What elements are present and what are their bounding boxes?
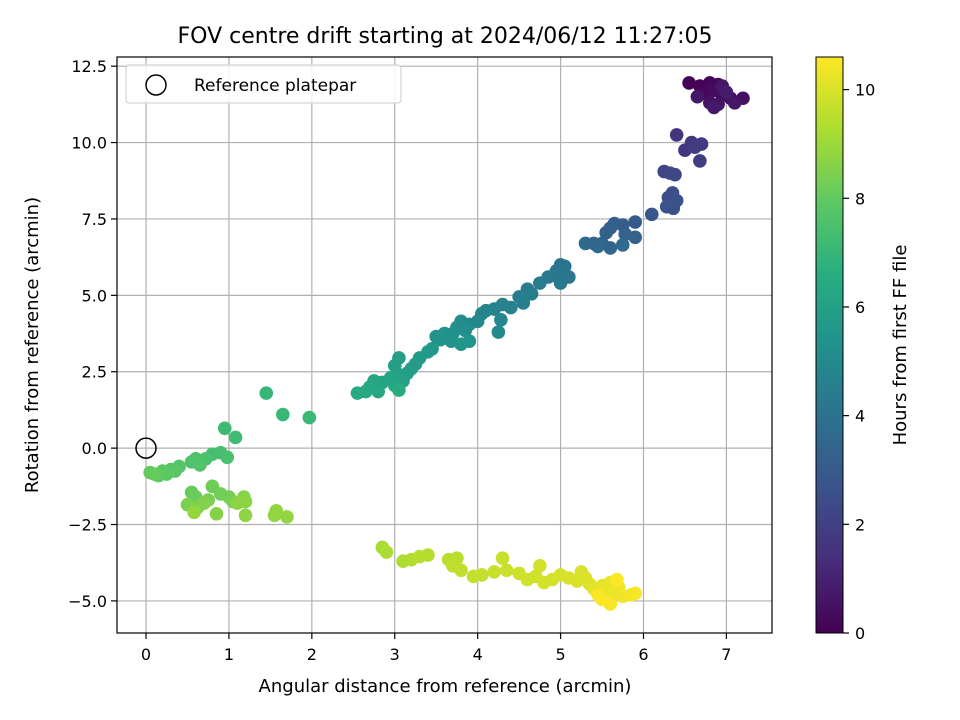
data-point <box>668 167 682 182</box>
y-tick-label: 7.5 <box>82 210 107 229</box>
colorbar-tick-label: 4 <box>855 407 865 426</box>
data-point <box>688 140 702 154</box>
data-point <box>615 238 630 252</box>
y-tick-label: 10.0 <box>71 134 107 153</box>
data-point <box>628 586 642 601</box>
data-point <box>412 549 427 564</box>
data-point <box>533 558 547 573</box>
data-point <box>217 421 232 436</box>
colorbar-tick-label: 6 <box>855 298 865 317</box>
plot-frame <box>116 56 773 634</box>
data-point <box>458 323 473 338</box>
data-point <box>454 563 468 578</box>
data-point <box>238 508 253 523</box>
data-point <box>228 430 243 445</box>
data-point <box>644 207 659 222</box>
data-point <box>533 276 547 290</box>
colorbar-ticks: 0 2 4 6 8 10 <box>843 81 875 643</box>
legend: Reference platepar <box>125 64 402 104</box>
data-point <box>276 407 290 422</box>
colorbar-tick-label: 0 <box>855 624 865 643</box>
data-point <box>350 386 365 400</box>
x-tick-label: 4 <box>473 645 483 664</box>
data-point <box>269 503 283 518</box>
colorbar-tick-label: 2 <box>855 515 865 534</box>
points-layer <box>143 76 750 611</box>
data-point <box>682 76 696 90</box>
data-point <box>516 296 531 310</box>
data-point <box>690 89 705 104</box>
data-point <box>494 312 508 327</box>
colorbar-tick-label: 10 <box>855 81 875 100</box>
legend-marker <box>145 74 167 96</box>
data-point <box>379 545 394 559</box>
data-point <box>475 568 489 582</box>
data-point <box>628 230 642 245</box>
colorbar: 0 2 4 6 8 10 Hours from first FF file <box>815 56 911 643</box>
legend-label: Reference platepar <box>194 76 356 96</box>
data-point <box>187 505 201 520</box>
data-point <box>669 128 684 142</box>
data-point <box>495 551 510 565</box>
x-tick-label: 1 <box>224 645 234 664</box>
x-tick-label: 6 <box>638 645 648 664</box>
x-tick-label: 0 <box>141 645 151 664</box>
data-point <box>220 450 235 465</box>
data-point <box>392 383 406 397</box>
data-point <box>719 85 734 99</box>
data-point <box>628 215 642 229</box>
data-point <box>591 239 605 254</box>
data-point <box>553 276 568 290</box>
data-point <box>147 467 162 481</box>
grid <box>117 57 772 633</box>
x-tick-label: 3 <box>390 645 400 664</box>
reference-marker <box>135 437 157 459</box>
data-point <box>707 100 721 115</box>
y-tick-label: 5.0 <box>82 286 107 305</box>
data-point <box>599 225 613 240</box>
data-point <box>578 236 593 251</box>
data-point <box>209 507 224 521</box>
y-tick-label: −5.0 <box>68 592 107 611</box>
data-point <box>487 565 502 579</box>
data-point <box>595 592 609 607</box>
data-point <box>666 201 681 216</box>
data-point <box>371 384 385 399</box>
x-tick-label: 7 <box>721 645 731 664</box>
colorbar-frame <box>815 56 844 634</box>
data-point <box>491 325 506 339</box>
colorbar-gradient <box>816 57 843 633</box>
data-point <box>230 496 245 510</box>
data-point <box>610 572 624 587</box>
y-tick-label: 12.5 <box>71 57 107 76</box>
data-point <box>603 241 618 255</box>
data-point <box>433 332 448 347</box>
data-point <box>454 337 468 352</box>
x-axis: 0 1 2 3 4 5 6 7 <box>141 633 731 664</box>
data-point <box>727 96 742 110</box>
y-tick-label: 2.5 <box>82 363 107 382</box>
data-point <box>524 287 539 301</box>
y-axis: −5.0 −2.5 0.0 2.5 5.0 7.5 10.0 12.5 <box>68 57 117 611</box>
x-tick-label: 2 <box>307 645 317 664</box>
colorbar-label: Hours from first FF file <box>890 245 911 446</box>
data-point <box>302 410 317 425</box>
colorbar-tick-label: 8 <box>855 189 865 208</box>
data-point <box>693 154 707 168</box>
x-axis-label: Angular distance from reference (arcmin) <box>259 676 632 697</box>
data-point <box>499 563 514 578</box>
chart-title: FOV centre drift starting at 2024/06/12 … <box>178 24 713 49</box>
data-point <box>193 458 207 472</box>
data-point <box>280 510 294 524</box>
data-point <box>259 386 274 400</box>
legend-box <box>125 64 402 104</box>
data-point <box>197 496 211 510</box>
y-tick-label: −2.5 <box>68 516 107 535</box>
y-tick-label: 0.0 <box>82 439 107 458</box>
x-tick-label: 5 <box>555 645 565 664</box>
y-axis-label: Rotation from reference (arcmin) <box>22 197 43 493</box>
